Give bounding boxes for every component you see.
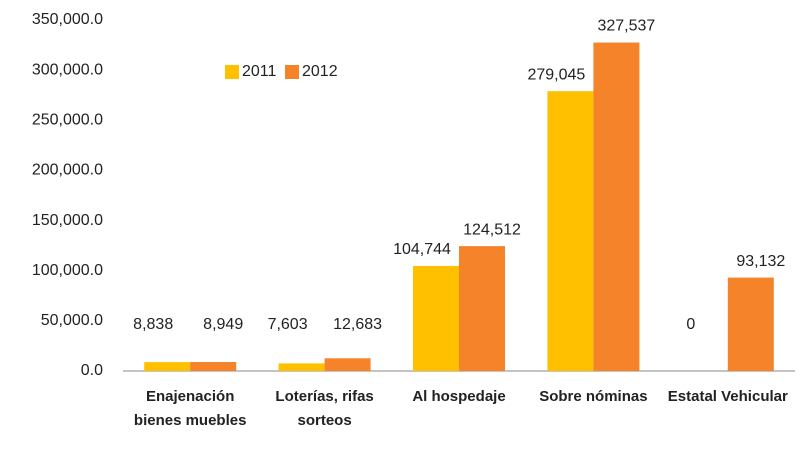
y-tick-label: 0.0: [81, 362, 103, 379]
data-label: 8,949: [203, 316, 243, 333]
data-label: 93,132: [736, 253, 785, 270]
bar: [278, 363, 325, 371]
data-label: 104,744: [393, 241, 451, 258]
legend-label: 2011: [242, 63, 277, 80]
bar: [324, 358, 371, 371]
bar: [459, 246, 505, 371]
x-tick-label: Al hospedaje: [412, 388, 506, 405]
legend-label: 2012: [302, 63, 338, 80]
bar: [593, 42, 640, 371]
data-label: 12,683: [333, 316, 382, 333]
y-tick-label: 350,000.0: [32, 11, 103, 28]
bar: [144, 362, 191, 371]
legend-swatch: [285, 65, 299, 79]
y-tick-label: 250,000.0: [32, 112, 103, 129]
bar: [413, 265, 459, 371]
y-tick-label: 100,000.0: [32, 262, 103, 279]
data-label: 7,603: [268, 316, 308, 333]
legend-swatch: [225, 65, 239, 79]
data-label: 8,838: [133, 316, 173, 333]
y-tick-label: 300,000.0: [32, 61, 103, 78]
bar: [727, 277, 774, 371]
data-label: 327,537: [597, 18, 655, 35]
x-tick-label: Sobre nóminas: [539, 388, 648, 405]
data-label: 279,045: [527, 66, 585, 83]
x-tick-label: Enajenación bienes muebles: [133, 388, 247, 429]
data-label: 0: [686, 316, 695, 333]
y-tick-label: 150,000.0: [32, 212, 103, 229]
bar: [547, 91, 594, 372]
y-tick-label: 200,000.0: [32, 162, 103, 179]
y-tick-label: 50,000.0: [41, 312, 103, 329]
x-tick-label: Loterías, rifas sorteos: [275, 388, 374, 429]
bar: [190, 362, 237, 371]
x-tick-label: Estatal Vehicular: [667, 388, 788, 405]
data-label: 124,512: [463, 221, 521, 238]
